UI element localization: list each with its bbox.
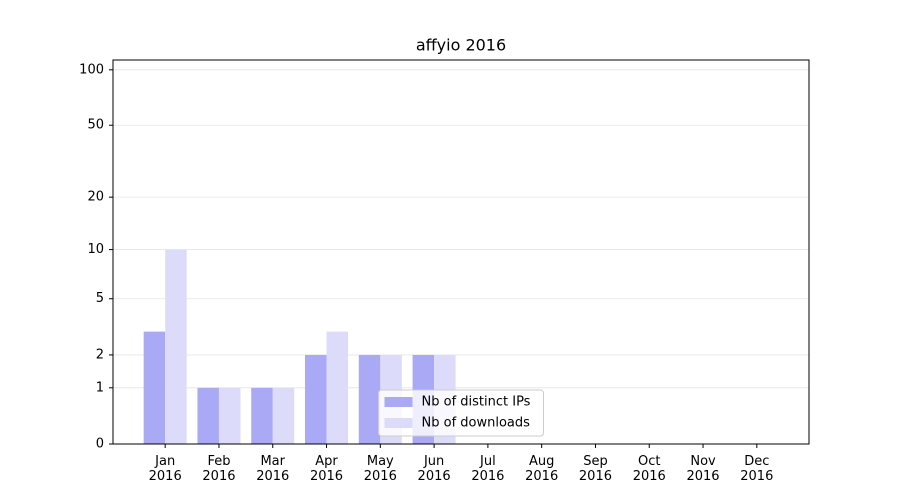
bar <box>165 249 187 444</box>
legend-swatch <box>384 418 413 428</box>
bar <box>272 387 295 444</box>
bar <box>251 387 273 444</box>
bar <box>143 331 166 444</box>
x-tick-label: Dec 2016 <box>740 454 774 484</box>
x-tick-label: Nov 2016 <box>686 454 720 484</box>
x-tick-label: Jul 2016 <box>471 454 505 484</box>
x-tick-label: Apr 2016 <box>309 454 344 484</box>
y-tick-label: 10 <box>87 242 104 257</box>
x-tick-label: Feb 2016 <box>202 454 236 484</box>
x-tick-label: Aug 2016 <box>525 454 559 484</box>
legend-box <box>378 389 544 437</box>
x-tick-label: Oct 2016 <box>632 454 666 484</box>
legend-swatch <box>384 397 413 407</box>
bar <box>358 354 381 444</box>
y-tick-label: 5 <box>96 291 104 306</box>
plot-frame <box>112 59 810 445</box>
y-tick-label: 2 <box>96 347 104 362</box>
x-tick-label: Mar 2016 <box>256 454 290 484</box>
bar <box>305 354 327 444</box>
y-tick-label: 0 <box>96 437 104 452</box>
bar <box>218 387 241 444</box>
legend-label: Nb of downloads <box>422 416 531 431</box>
y-tick-label: 50 <box>87 118 104 133</box>
bar <box>326 331 349 444</box>
bar <box>197 387 219 444</box>
y-tick-label: 20 <box>87 190 104 205</box>
legend-label: Nb of distinct IPs <box>422 395 531 410</box>
x-tick-label: May 2016 <box>363 454 397 484</box>
x-tick-label: Jun 2016 <box>417 454 451 484</box>
x-tick-label: Jan 2016 <box>148 454 182 484</box>
chart-title: affyio 2016 <box>416 36 506 55</box>
y-tick-label: 1 <box>96 380 104 395</box>
x-tick-label: Sep 2016 <box>578 454 612 484</box>
y-tick-label: 100 <box>79 62 104 77</box>
